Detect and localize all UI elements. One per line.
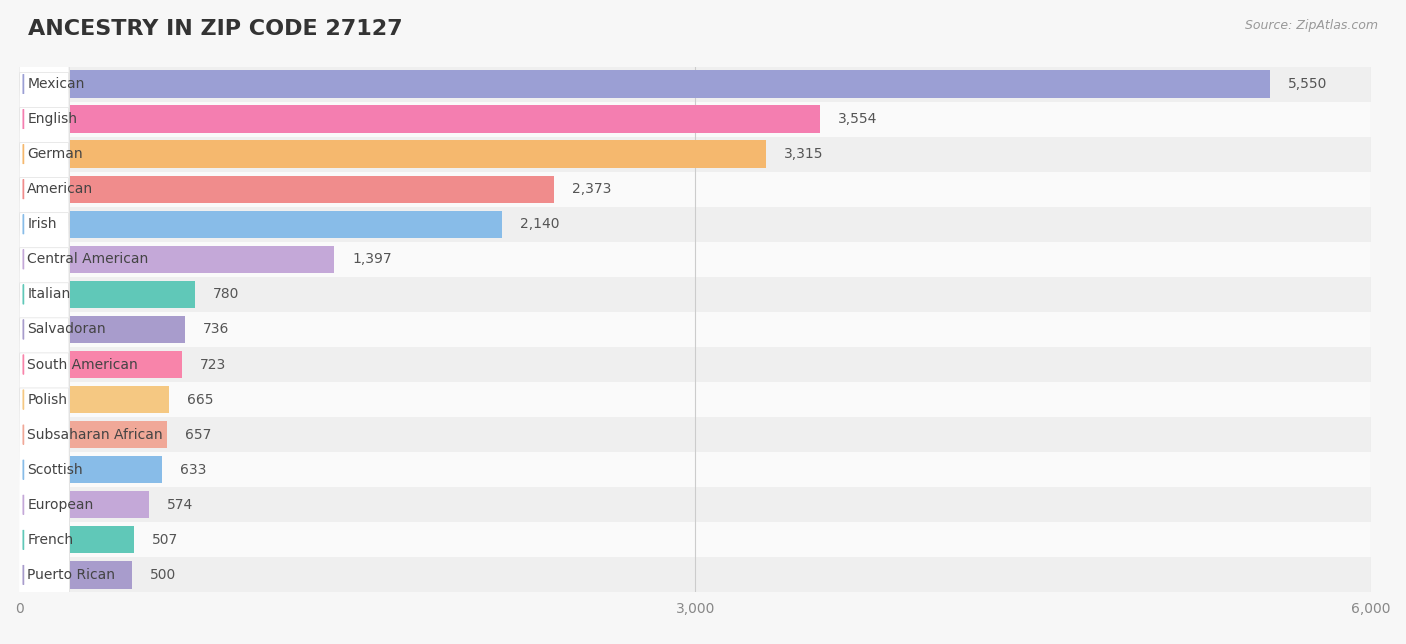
Bar [20, 245, 335, 273]
Bar [20, 281, 195, 308]
FancyBboxPatch shape [20, 488, 1371, 522]
Text: Salvadoran: Salvadoran [27, 323, 105, 336]
Bar [20, 351, 183, 378]
Text: Central American: Central American [27, 252, 149, 267]
Text: Italian: Italian [27, 287, 70, 301]
Bar [20, 491, 149, 518]
FancyBboxPatch shape [20, 66, 1371, 102]
Text: 780: 780 [214, 287, 239, 301]
Text: Puerto Rican: Puerto Rican [27, 568, 115, 582]
FancyBboxPatch shape [18, 142, 69, 516]
Text: ANCESTRY IN ZIP CODE 27127: ANCESTRY IN ZIP CODE 27127 [28, 19, 402, 39]
FancyBboxPatch shape [20, 277, 1371, 312]
Bar [20, 106, 820, 133]
Text: Mexican: Mexican [27, 77, 84, 91]
Text: 2,140: 2,140 [520, 217, 560, 231]
FancyBboxPatch shape [18, 248, 69, 621]
FancyBboxPatch shape [20, 557, 1371, 592]
Bar [20, 140, 766, 168]
Bar [20, 561, 132, 589]
Text: Subsaharan African: Subsaharan African [27, 428, 163, 442]
Bar [20, 456, 162, 484]
FancyBboxPatch shape [20, 242, 1371, 277]
FancyBboxPatch shape [18, 0, 69, 271]
Text: 3,554: 3,554 [838, 112, 877, 126]
Bar [20, 176, 554, 203]
Bar [20, 70, 1270, 98]
Text: 5,550: 5,550 [1288, 77, 1327, 91]
FancyBboxPatch shape [18, 353, 69, 644]
FancyBboxPatch shape [20, 522, 1371, 557]
FancyBboxPatch shape [18, 388, 69, 644]
FancyBboxPatch shape [18, 0, 69, 306]
Text: 736: 736 [204, 323, 229, 336]
FancyBboxPatch shape [18, 3, 69, 376]
Text: French: French [27, 533, 73, 547]
Bar [20, 316, 186, 343]
FancyBboxPatch shape [20, 102, 1371, 137]
Text: English: English [27, 112, 77, 126]
Text: 500: 500 [150, 568, 176, 582]
FancyBboxPatch shape [18, 283, 69, 644]
Text: Source: ZipAtlas.com: Source: ZipAtlas.com [1244, 19, 1378, 32]
Bar [20, 386, 169, 413]
Text: 723: 723 [200, 357, 226, 372]
Text: 657: 657 [186, 428, 212, 442]
FancyBboxPatch shape [20, 207, 1371, 242]
Text: German: German [27, 147, 83, 161]
FancyBboxPatch shape [20, 382, 1371, 417]
Text: Irish: Irish [27, 217, 56, 231]
Text: South American: South American [27, 357, 138, 372]
FancyBboxPatch shape [20, 172, 1371, 207]
Text: 633: 633 [180, 462, 207, 477]
Text: 574: 574 [167, 498, 193, 512]
FancyBboxPatch shape [18, 108, 69, 481]
FancyBboxPatch shape [18, 318, 69, 644]
FancyBboxPatch shape [18, 72, 69, 446]
Text: 1,397: 1,397 [352, 252, 392, 267]
Text: Polish: Polish [27, 393, 67, 406]
Bar [20, 526, 134, 553]
FancyBboxPatch shape [18, 213, 69, 587]
Text: 2,373: 2,373 [572, 182, 612, 196]
FancyBboxPatch shape [20, 137, 1371, 172]
FancyBboxPatch shape [18, 0, 69, 341]
Text: Scottish: Scottish [27, 462, 83, 477]
FancyBboxPatch shape [18, 37, 69, 412]
FancyBboxPatch shape [20, 312, 1371, 347]
FancyBboxPatch shape [20, 452, 1371, 488]
Bar [20, 421, 167, 448]
Text: 3,315: 3,315 [785, 147, 824, 161]
Text: European: European [27, 498, 94, 512]
FancyBboxPatch shape [20, 347, 1371, 382]
Text: American: American [27, 182, 93, 196]
Bar [20, 211, 502, 238]
Text: 507: 507 [152, 533, 179, 547]
FancyBboxPatch shape [20, 417, 1371, 452]
FancyBboxPatch shape [18, 178, 69, 551]
Text: 665: 665 [187, 393, 214, 406]
